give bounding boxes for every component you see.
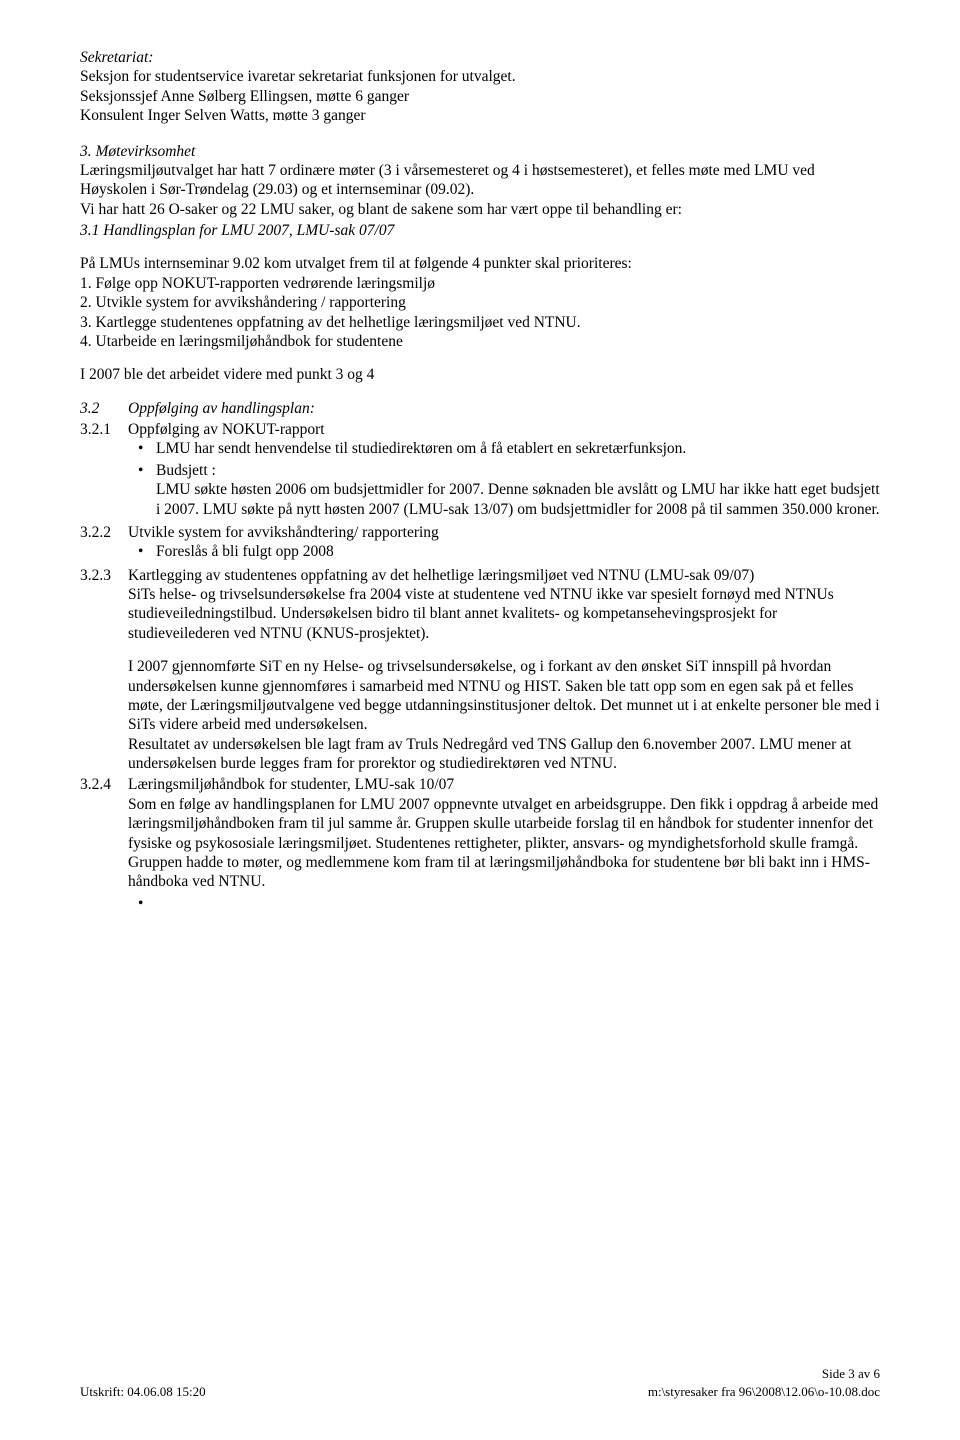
section-3-2-4-title: Læringsmiljøhåndbok for studenter, LMU-s…: [128, 775, 880, 794]
page-footer: Side 3 av 6 Utskrift: 04.06.08 15:20 m:\…: [80, 1366, 880, 1401]
section-3-2-1-num: 3.2.1: [80, 420, 128, 521]
section-3-2-1-title: Oppfølging av NOKUT-rapport: [128, 420, 880, 439]
priority-item-3: 3. Kartlegge studentenes oppfatning av d…: [80, 313, 880, 332]
sekretariat-line2: Seksjonssjef Anne Sølberg Ellingsen, møt…: [80, 87, 880, 106]
s323-p2: I 2007 gjennomførte SiT en ny Helse- og …: [128, 657, 880, 735]
s322-bullet-1: Foreslås å bli fulgt opp 2008: [128, 542, 880, 561]
section-3-2-num: 3.2: [80, 399, 128, 418]
s323-p1: SiTs helse- og trivselsundersøkelse fra …: [128, 585, 880, 643]
section-3-2-3-title: Kartlegging av studentenes oppfatning av…: [128, 566, 880, 585]
s321-b2a: Budsjett :: [156, 462, 216, 479]
footer-pageinfo: Side 3 av 6: [80, 1366, 880, 1382]
s324-p2: Gruppen hadde to møter, og medlemmene ko…: [128, 853, 880, 892]
section-3-1-intro: På LMUs internseminar 9.02 kom utvalget …: [80, 254, 880, 273]
s321-bullet-2: Budsjett : LMU søkte høsten 2006 om buds…: [128, 461, 880, 519]
s323-p3: Resultatet av undersøkelsen ble lagt fra…: [128, 735, 880, 774]
section-3-2-title: Oppfølging av handlingsplan:: [128, 399, 880, 418]
section-3-2-4-num: 3.2.4: [80, 775, 128, 893]
footer-left: Utskrift: 04.06.08 15:20: [80, 1384, 206, 1400]
section-3-2-2-title: Utvikle system for avvikshåndtering/ rap…: [128, 523, 880, 542]
priority-item-4: 4. Utarbeide en læringsmiljøhåndbok for …: [80, 332, 880, 351]
section-3-heading: 3. Møtevirksomhet: [80, 142, 880, 161]
section-3-2-3-num: 3.2.3: [80, 566, 128, 774]
priority-item-2: 2. Utvikle system for avvikshåndering / …: [80, 293, 880, 312]
follow-line: I 2007 ble det arbeidet videre med punkt…: [80, 365, 880, 384]
s321-b2b: LMU søkte høsten 2006 om budsjettmidler …: [156, 481, 880, 517]
section-3-2-2-num: 3.2.2: [80, 523, 128, 564]
section-3-p1: Læringsmiljøutvalget har hatt 7 ordinære…: [80, 161, 880, 200]
section-3-1-heading: 3.1 Handlingsplan for LMU 2007, LMU-sak …: [80, 221, 880, 240]
sekretariat-line1: Seksjon for studentservice ivaretar sekr…: [80, 67, 880, 86]
sekretariat-heading: Sekretariat:: [80, 48, 880, 67]
section-3-p2: Vi har hatt 26 O-saker og 22 LMU saker, …: [80, 200, 880, 219]
priority-list: 1. Følge opp NOKUT-rapporten vedrørende …: [80, 274, 880, 352]
s324-p1: Som en følge av handlingsplanen for LMU …: [128, 795, 880, 853]
priority-item-1: 1. Følge opp NOKUT-rapporten vedrørende …: [80, 274, 880, 293]
s321-bullet-1: LMU har sendt henvendelse til studiedire…: [128, 439, 880, 458]
sekretariat-line3: Konsulent Inger Selven Watts, møtte 3 ga…: [80, 106, 880, 125]
footer-right: m:\styresaker fra 96\2008\12.06\o-10.08.…: [648, 1384, 880, 1400]
